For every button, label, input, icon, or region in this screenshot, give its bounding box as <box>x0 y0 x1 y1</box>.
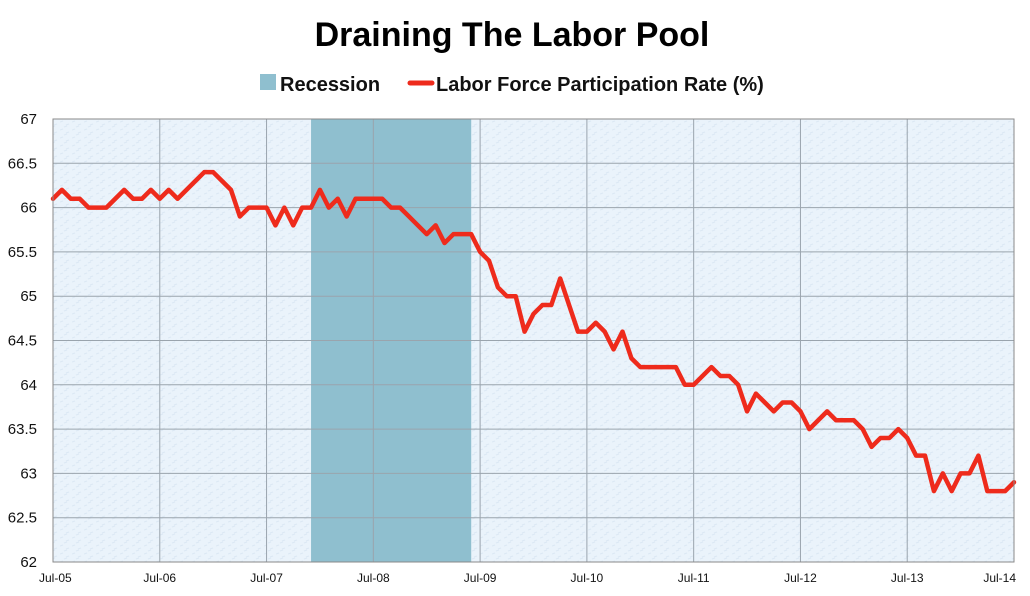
y-tick-label: 64 <box>20 377 37 394</box>
y-tick-label: 66.5 <box>8 155 37 172</box>
x-tick-label: Jul-11 <box>678 571 710 585</box>
x-tick-label: Jul-09 <box>464 571 497 585</box>
x-tick-label: Jul-07 <box>250 571 283 585</box>
series-line-labor-force-participation <box>50 169 1017 494</box>
x-tick-label: Jul-13 <box>891 571 924 585</box>
y-tick-label: 62.5 <box>8 510 37 527</box>
x-tick-label: Jul-06 <box>143 571 176 585</box>
legend-recession-swatch <box>260 74 276 90</box>
x-tick-label: Jul-10 <box>571 571 604 585</box>
y-tick-label: 65.5 <box>8 244 37 261</box>
x-tick-label: Jul-08 <box>357 571 390 585</box>
x-axis-ticks: Jul-05 Jul-06 Jul-07 Jul-08 Jul-09 Jul-10 Jul-… <box>39 571 1016 585</box>
y-tick-label: 64.5 <box>8 333 37 350</box>
y-tick-label: 62 <box>20 554 37 571</box>
y-tick-label: 63 <box>20 465 37 482</box>
legend-recession-label: Recession <box>280 74 380 96</box>
y-tick-label: 66 <box>20 200 37 217</box>
y-tick-label: 67 <box>20 111 37 128</box>
y-axis-ticks: 62 62.5 63 63.5 64 64.5 65 65.5 66 66.5 67 <box>8 111 37 571</box>
y-tick-label: 63.5 <box>8 421 37 438</box>
plot-border <box>52 118 1015 563</box>
legend: Recession Labor Force Participation Rate… <box>260 74 764 96</box>
series-layer <box>50 169 1017 494</box>
x-tick-label: Jul-14 <box>983 571 1016 585</box>
x-tick-label: Jul-05 <box>39 571 72 585</box>
y-tick-label: 65 <box>20 288 37 305</box>
chart-title: Draining The Labor Pool <box>315 16 710 54</box>
x-tick-label: Jul-12 <box>784 571 817 585</box>
legend-series-label: Labor Force Participation Rate (%) <box>436 74 764 96</box>
